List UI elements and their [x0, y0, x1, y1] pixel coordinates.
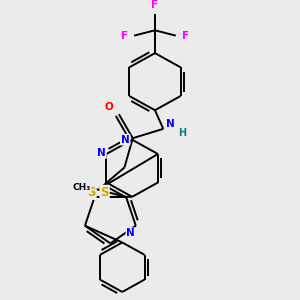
Text: S: S	[100, 186, 109, 199]
Text: N: N	[121, 135, 130, 145]
Text: F: F	[121, 31, 128, 40]
Text: O: O	[105, 102, 113, 112]
Text: N: N	[127, 228, 135, 238]
Text: F: F	[182, 31, 189, 40]
Text: CH₃: CH₃	[73, 183, 91, 192]
Text: H: H	[178, 128, 186, 138]
Text: N: N	[166, 119, 175, 129]
Text: S: S	[87, 186, 96, 199]
Text: F: F	[152, 0, 158, 10]
Text: N: N	[97, 148, 106, 158]
